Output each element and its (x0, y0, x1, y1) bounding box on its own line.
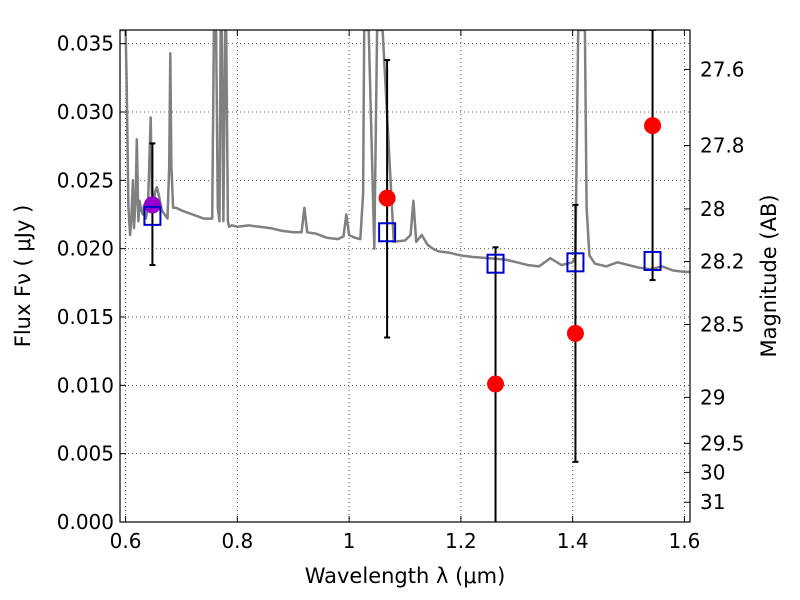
observed-point (566, 324, 584, 342)
model-point (643, 250, 662, 271)
y-tick-label: 0.005 (57, 442, 114, 466)
y-tick-label: 0.020 (57, 237, 114, 261)
x-tick-label: 0.6 (110, 529, 142, 553)
data-area (120, 30, 690, 522)
observed-point (487, 375, 505, 393)
y-tick-label: 0.035 (57, 32, 114, 56)
mag-tick-label: 30 (700, 460, 725, 484)
x-tick-label: 1.6 (669, 529, 701, 553)
y-axis-label: Flux Fν ( μJy ) (11, 205, 35, 348)
y-axis-label-right: Magnitude (AB) (757, 194, 781, 357)
y-tick-label: 0.015 (57, 305, 114, 329)
mag-tick-label: 27.6 (700, 57, 745, 81)
mag-tick-label: 29 (700, 385, 725, 409)
model-point (566, 252, 585, 273)
model-point (378, 222, 397, 243)
observed-point (143, 196, 161, 214)
plot-frame (119, 29, 691, 523)
x-axis-label: Wavelength λ (μm) (305, 564, 506, 588)
markers (143, 117, 662, 393)
mag-tick-label: 28 (700, 197, 725, 221)
axis-ticks: 0.6 0.8 1 1.2 1.4 1.6 0.000 0.005 0.010 0.015 0.02… (57, 30, 745, 553)
mag-tick-label: 28.5 (700, 312, 745, 336)
observed-point (644, 117, 662, 135)
y-tick-label: 0.010 (57, 373, 114, 397)
model-point (143, 205, 162, 226)
mag-tick-label: 31 (700, 490, 725, 514)
y-tick-label: 0.030 (57, 100, 114, 124)
x-tick-label: 0.8 (221, 529, 253, 553)
x-tick-label: 1.2 (445, 529, 477, 553)
x-tick-label: 1.4 (557, 529, 589, 553)
y-tick-label: 0.025 (57, 168, 114, 192)
mag-tick-label: 27.8 (700, 134, 745, 158)
x-tick-label: 1 (343, 529, 356, 553)
model-point (486, 253, 505, 274)
mag-tick-label: 28.2 (700, 250, 745, 274)
y-tick-label: 0.000 (57, 510, 114, 534)
observed-point (378, 189, 396, 207)
template-spectrum-line (120, 30, 690, 274)
plot-background (120, 30, 690, 522)
mag-tick-label: 29.5 (700, 431, 745, 455)
